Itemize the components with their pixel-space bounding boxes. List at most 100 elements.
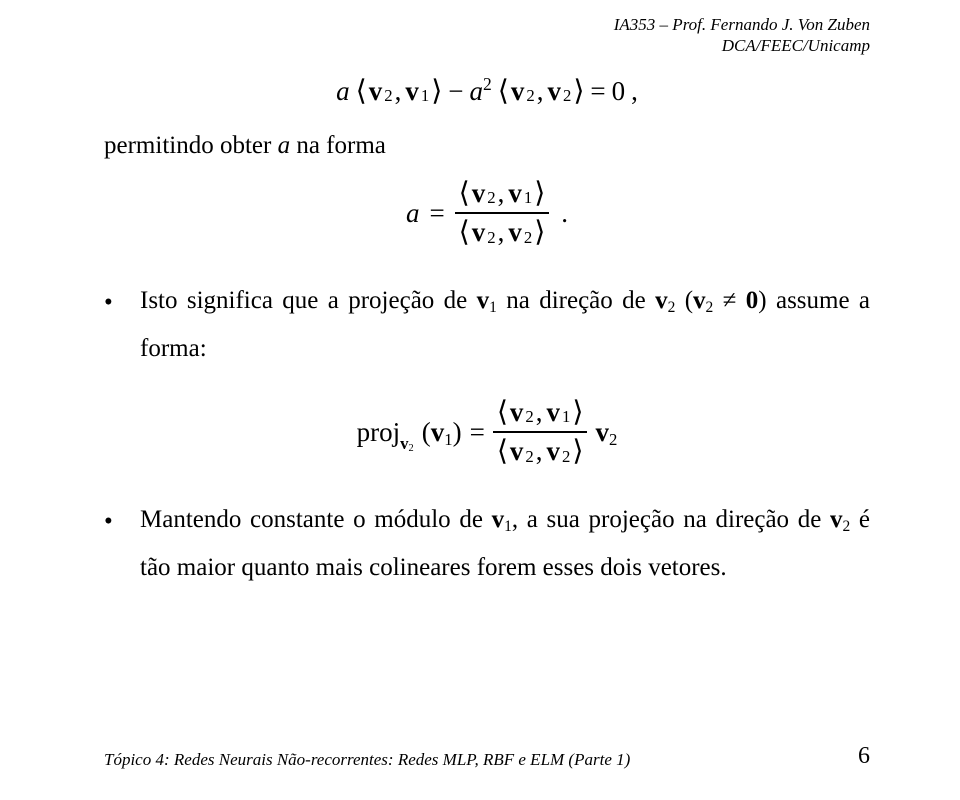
- vector-v: v: [655, 287, 668, 314]
- rangle-icon: ⟩: [431, 74, 442, 108]
- footer: Tópico 4: Redes Neurais Não-recorrentes:…: [104, 743, 870, 770]
- equation-2: a = ⟨ v2 , v1 ⟩ ⟨ v2 , v2 ⟩ .: [104, 176, 870, 251]
- comma: ,: [498, 179, 505, 207]
- proj-word: proj: [357, 417, 401, 448]
- equation-1: a ⟨ v2 , v1 ⟩ − a2 ⟨ v2 , v2 ⟩ = 0 ,: [104, 74, 870, 108]
- vector-v: v: [472, 218, 486, 246]
- rangle-icon: ⟩: [572, 437, 583, 467]
- langle-icon: ⟨: [498, 74, 509, 108]
- eq2-period: .: [561, 198, 568, 229]
- neq-icon: ≠: [723, 287, 737, 314]
- comma: ,: [395, 76, 402, 107]
- para1-text: permitindo obter a na forma: [104, 132, 386, 159]
- eq2-denominator: ⟨ v2 , v2 ⟩: [455, 215, 550, 251]
- eq1-a: a: [336, 76, 350, 107]
- subscript: 2: [526, 86, 534, 106]
- bullet-dot-icon: •: [104, 277, 140, 327]
- zero-vector: 0: [746, 287, 759, 314]
- vector-v: v: [431, 417, 445, 447]
- fraction-bar: [455, 212, 550, 214]
- eq2-numerator: ⟨ v2 , v1 ⟩: [455, 176, 550, 212]
- bullet1-mid1: na direção de: [497, 287, 655, 314]
- proj-denominator: ⟨ v2 , v2 ⟩: [493, 434, 588, 470]
- vector-v: v: [547, 76, 561, 107]
- proj-label: proj v2: [357, 417, 414, 448]
- proj-numerator: ⟨ v2 , v1 ⟩: [493, 395, 588, 431]
- langle-icon: ⟨: [497, 437, 508, 467]
- bullet1-pre: Isto significa que a projeção de: [140, 287, 477, 314]
- vector-v: v: [693, 287, 706, 314]
- vector-v: v: [547, 398, 561, 426]
- subscript: 2: [525, 408, 533, 426]
- bullet-dot-icon: •: [104, 496, 140, 546]
- proj-arg: (v1): [422, 417, 462, 448]
- subscript: 1: [444, 430, 452, 449]
- eq1-comma: ,: [631, 76, 638, 107]
- subscript: 1: [504, 518, 512, 535]
- comma: ,: [536, 398, 543, 426]
- header-line-1: IA353 – Prof. Fernando J. Von Zuben: [614, 14, 870, 35]
- subscript: 1: [524, 189, 532, 207]
- vector-v: v: [547, 437, 561, 465]
- vector-v: v: [508, 179, 522, 207]
- subscript: 1: [489, 299, 497, 316]
- eq1-inner-1: ⟨ v2 , v1 ⟩: [356, 74, 443, 108]
- vector-v: v: [508, 218, 522, 246]
- vector-v: v: [369, 76, 383, 107]
- proj-fraction: ⟨ v2 , v1 ⟩ ⟨ v2 , v2 ⟩: [493, 395, 588, 470]
- subscript: 2: [384, 86, 392, 106]
- space: [713, 287, 722, 314]
- subscript: 2: [609, 430, 617, 449]
- proj-trailing-v2: v2: [595, 417, 617, 448]
- comma: ,: [498, 218, 505, 246]
- subscript: 2: [409, 443, 414, 454]
- eq1-equals: =: [590, 76, 605, 107]
- eq1-minus: −: [448, 76, 463, 107]
- comma: ,: [537, 76, 544, 107]
- eq1-a-rep: a: [469, 76, 483, 106]
- langle-icon: ⟨: [459, 179, 470, 209]
- bullet2-mid: , a sua projeção na direção de: [512, 506, 830, 533]
- footer-left: Tópico 4: Redes Neurais Não-recorrentes:…: [104, 750, 630, 770]
- footer-page-number: 6: [858, 743, 870, 770]
- vector-v: v: [400, 434, 408, 453]
- space: [736, 287, 745, 314]
- bullet-1: • Isto significa que a projeção de v1 na…: [104, 277, 870, 373]
- vector-v: v: [595, 417, 609, 447]
- rangle-icon: ⟩: [573, 74, 584, 108]
- header-line-2: DCA/FEEC/Unicamp: [614, 35, 870, 56]
- bullet-1-text: Isto significa que a projeção de v1 na d…: [140, 277, 870, 373]
- close-paren: ): [453, 417, 462, 447]
- subscript: 2: [524, 229, 532, 247]
- header-right: IA353 – Prof. Fernando J. Von Zuben DCA/…: [614, 14, 870, 57]
- rangle-icon: ⟩: [572, 398, 583, 428]
- vector-v: v: [472, 179, 486, 207]
- vector-v: v: [405, 76, 419, 107]
- subscript: 2: [487, 229, 495, 247]
- comma: ,: [536, 437, 543, 465]
- subscript: 1: [421, 86, 429, 106]
- eq1-a2: a2: [469, 76, 491, 107]
- eq1-inner-2: ⟨ v2 , v2 ⟩: [498, 74, 585, 108]
- subscript: 2: [487, 189, 495, 207]
- eq2-fraction: ⟨ v2 , v1 ⟩ ⟨ v2 , v2 ⟩: [455, 176, 550, 251]
- subscript: 2: [563, 86, 571, 106]
- langle-icon: ⟨: [356, 74, 367, 108]
- page: IA353 – Prof. Fernando J. Von Zuben DCA/…: [0, 0, 960, 800]
- proj-equals: =: [470, 417, 485, 448]
- eq2-equals: =: [429, 198, 444, 229]
- langle-icon: ⟨: [497, 398, 508, 428]
- vector-v: v: [510, 437, 524, 465]
- open-paren: (: [422, 417, 431, 447]
- vector-v: v: [477, 287, 490, 314]
- subscript: 2: [706, 299, 714, 316]
- para-permitindo: permitindo obter a na forma: [104, 122, 870, 170]
- bullet2-pre: Mantendo constante o módulo de: [140, 506, 492, 533]
- eq1-zero: 0: [612, 76, 626, 107]
- vector-v: v: [492, 506, 505, 533]
- superscript: 2: [483, 74, 492, 94]
- open-paren: (: [675, 287, 693, 314]
- eq2-a: a: [406, 198, 420, 229]
- subscript: 2: [562, 448, 570, 466]
- vector-v: v: [511, 76, 525, 107]
